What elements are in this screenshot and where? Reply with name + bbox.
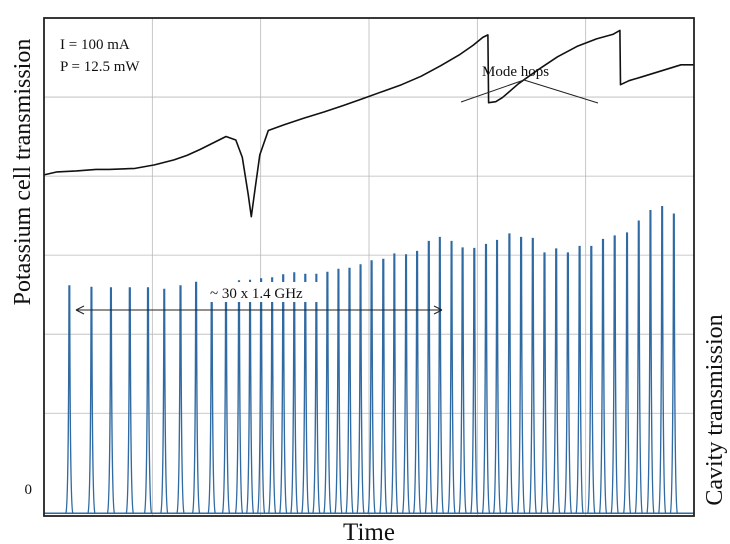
cavity-peak bbox=[669, 213, 679, 514]
cavity-peak bbox=[290, 272, 299, 514]
cavity-peak bbox=[634, 220, 643, 514]
cavity-peak bbox=[492, 239, 502, 514]
cavity-peak bbox=[301, 273, 310, 514]
mode-hop-pointer-right bbox=[523, 79, 599, 104]
zero-tick-label: 0 bbox=[25, 482, 33, 498]
cavity-peak bbox=[278, 274, 288, 514]
span-label-background bbox=[203, 282, 321, 302]
cavity-peak bbox=[125, 287, 135, 514]
cavity-peak bbox=[234, 280, 244, 514]
cavity-peak bbox=[390, 253, 399, 514]
cavity-peak bbox=[412, 250, 422, 514]
mode-hops-annotation: Mode hops bbox=[482, 64, 549, 80]
cavity-peak bbox=[505, 233, 514, 514]
cavity-peak bbox=[256, 278, 266, 514]
cavity-peak bbox=[207, 285, 216, 514]
span-arrow bbox=[75, 305, 443, 315]
cavity-peak bbox=[424, 240, 434, 514]
cavity-peak bbox=[191, 281, 201, 514]
cavity-peak bbox=[481, 243, 491, 514]
span-annotation: ~ 30 x 1.4 GHz bbox=[210, 286, 303, 302]
cavity-peak bbox=[458, 247, 467, 514]
cavity-peak bbox=[551, 248, 561, 514]
cavity-peak bbox=[221, 285, 231, 514]
mode-hop-pointer-left bbox=[460, 79, 525, 103]
cavity-peak bbox=[65, 285, 74, 514]
grid-lines bbox=[44, 18, 694, 516]
cavity-peak bbox=[598, 238, 608, 514]
left-y-axis-label: Potassium cell transmission bbox=[10, 39, 36, 306]
cavity-peak bbox=[367, 260, 376, 514]
cavity-peak bbox=[563, 252, 573, 514]
cavity-peak bbox=[176, 285, 185, 514]
cavity-peak bbox=[356, 264, 365, 514]
cavity-peak bbox=[267, 277, 277, 514]
cavity-transmission-trace bbox=[44, 206, 694, 514]
cavity-peak bbox=[516, 236, 526, 514]
cavity-peak bbox=[160, 288, 169, 514]
cavity-peak bbox=[245, 279, 255, 514]
cavity-peak bbox=[323, 271, 332, 514]
cavity-peak bbox=[470, 247, 479, 514]
x-axis-label: Time bbox=[343, 519, 395, 544]
cavity-peak bbox=[106, 287, 116, 514]
cavity-peak bbox=[435, 236, 445, 514]
power-annotation: P = 12.5 mW bbox=[60, 59, 140, 75]
cavity-peak bbox=[334, 268, 343, 514]
potassium-transmission-trace bbox=[43, 29, 694, 218]
cavity-peak bbox=[646, 210, 655, 514]
cavity-peak bbox=[587, 245, 596, 514]
plot-frame bbox=[43, 17, 695, 517]
cavity-peak bbox=[657, 206, 667, 514]
cavity-peak bbox=[312, 273, 321, 514]
right-y-axis-label: Cavity transmission bbox=[702, 314, 728, 505]
cavity-peak bbox=[143, 287, 153, 514]
cavity-peak bbox=[575, 245, 584, 514]
cavity-peak bbox=[379, 258, 388, 514]
cavity-peak bbox=[528, 237, 538, 514]
cavity-peak bbox=[401, 254, 411, 514]
cavity-peak bbox=[345, 267, 354, 514]
current-annotation: I = 100 mA bbox=[60, 37, 130, 53]
cavity-peak bbox=[540, 252, 549, 514]
cavity-peak bbox=[610, 235, 619, 514]
cavity-peak bbox=[447, 240, 456, 514]
cavity-peak bbox=[622, 232, 632, 514]
cavity-peak bbox=[87, 286, 96, 514]
